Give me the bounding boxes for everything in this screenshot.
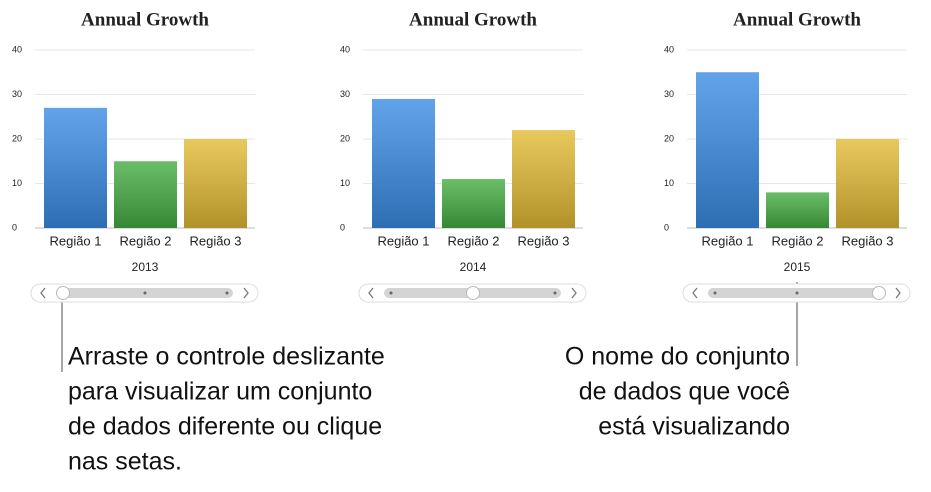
y-tick-label: 20 bbox=[12, 133, 22, 143]
x-tick-label: Região 3 bbox=[517, 233, 569, 248]
bar-shade bbox=[372, 98, 435, 228]
y-tick-label: 40 bbox=[12, 44, 22, 54]
slider-dot bbox=[713, 291, 717, 295]
annotation: Arraste o controle deslizante bbox=[68, 343, 385, 371]
y-tick-label: 30 bbox=[12, 89, 22, 99]
bar-shade bbox=[114, 161, 177, 228]
slider-dot bbox=[225, 291, 229, 295]
x-tick-label: Região 1 bbox=[49, 233, 101, 248]
slider-next[interactable] bbox=[243, 287, 249, 299]
y-tick-label: 0 bbox=[664, 222, 669, 232]
x-tick-label: Região 1 bbox=[701, 233, 753, 248]
annotation: de dados diferente ou clique bbox=[68, 413, 382, 441]
bar-shade bbox=[442, 179, 505, 228]
dataset-name: 2015 bbox=[784, 260, 811, 274]
chart-title: Annual Growth bbox=[733, 9, 861, 30]
slider-prev[interactable] bbox=[692, 287, 698, 299]
slider-next[interactable] bbox=[895, 287, 901, 299]
slider-dot bbox=[389, 291, 393, 295]
bar-shade bbox=[44, 107, 107, 228]
bar-shade bbox=[512, 130, 575, 228]
slider-dot bbox=[795, 291, 799, 295]
y-tick-label: 10 bbox=[340, 178, 350, 188]
bar-shade bbox=[696, 72, 759, 228]
dataset-name: 2013 bbox=[132, 260, 159, 274]
bar-shade bbox=[184, 139, 247, 228]
y-tick-label: 40 bbox=[664, 44, 674, 54]
y-tick-label: 10 bbox=[12, 178, 22, 188]
slider-thumb[interactable] bbox=[872, 286, 886, 300]
chart-title: Annual Growth bbox=[409, 9, 537, 30]
x-tick-label: Região 3 bbox=[189, 233, 241, 248]
annotation: de dados que você bbox=[579, 378, 790, 406]
y-tick-label: 40 bbox=[340, 44, 350, 54]
slider-thumb[interactable] bbox=[56, 286, 70, 300]
bar-shade bbox=[836, 139, 899, 228]
y-tick-label: 30 bbox=[340, 89, 350, 99]
x-tick-label: Região 2 bbox=[771, 233, 823, 248]
x-tick-label: Região 1 bbox=[377, 233, 429, 248]
x-tick-label: Região 2 bbox=[447, 233, 499, 248]
y-tick-label: 20 bbox=[664, 133, 674, 143]
annotation: nas setas. bbox=[68, 448, 182, 476]
annotation: para visualizar um conjunto bbox=[68, 378, 372, 406]
annotation: está visualizando bbox=[598, 413, 790, 441]
x-tick-label: Região 2 bbox=[119, 233, 171, 248]
x-tick-label: Região 3 bbox=[841, 233, 893, 248]
bar-shade bbox=[766, 192, 829, 228]
y-tick-label: 20 bbox=[340, 133, 350, 143]
annotation: O nome do conjunto bbox=[565, 343, 790, 371]
slider-dot bbox=[143, 291, 147, 295]
y-tick-label: 10 bbox=[664, 178, 674, 188]
slider-dot bbox=[553, 291, 557, 295]
slider-next[interactable] bbox=[571, 287, 577, 299]
y-tick-label: 0 bbox=[340, 222, 345, 232]
y-tick-label: 30 bbox=[664, 89, 674, 99]
chart-title: Annual Growth bbox=[81, 9, 209, 30]
slider-thumb[interactable] bbox=[466, 286, 480, 300]
dataset-name: 2014 bbox=[460, 260, 487, 274]
y-tick-label: 0 bbox=[12, 222, 17, 232]
slider-prev[interactable] bbox=[40, 287, 46, 299]
slider-prev[interactable] bbox=[368, 287, 374, 299]
